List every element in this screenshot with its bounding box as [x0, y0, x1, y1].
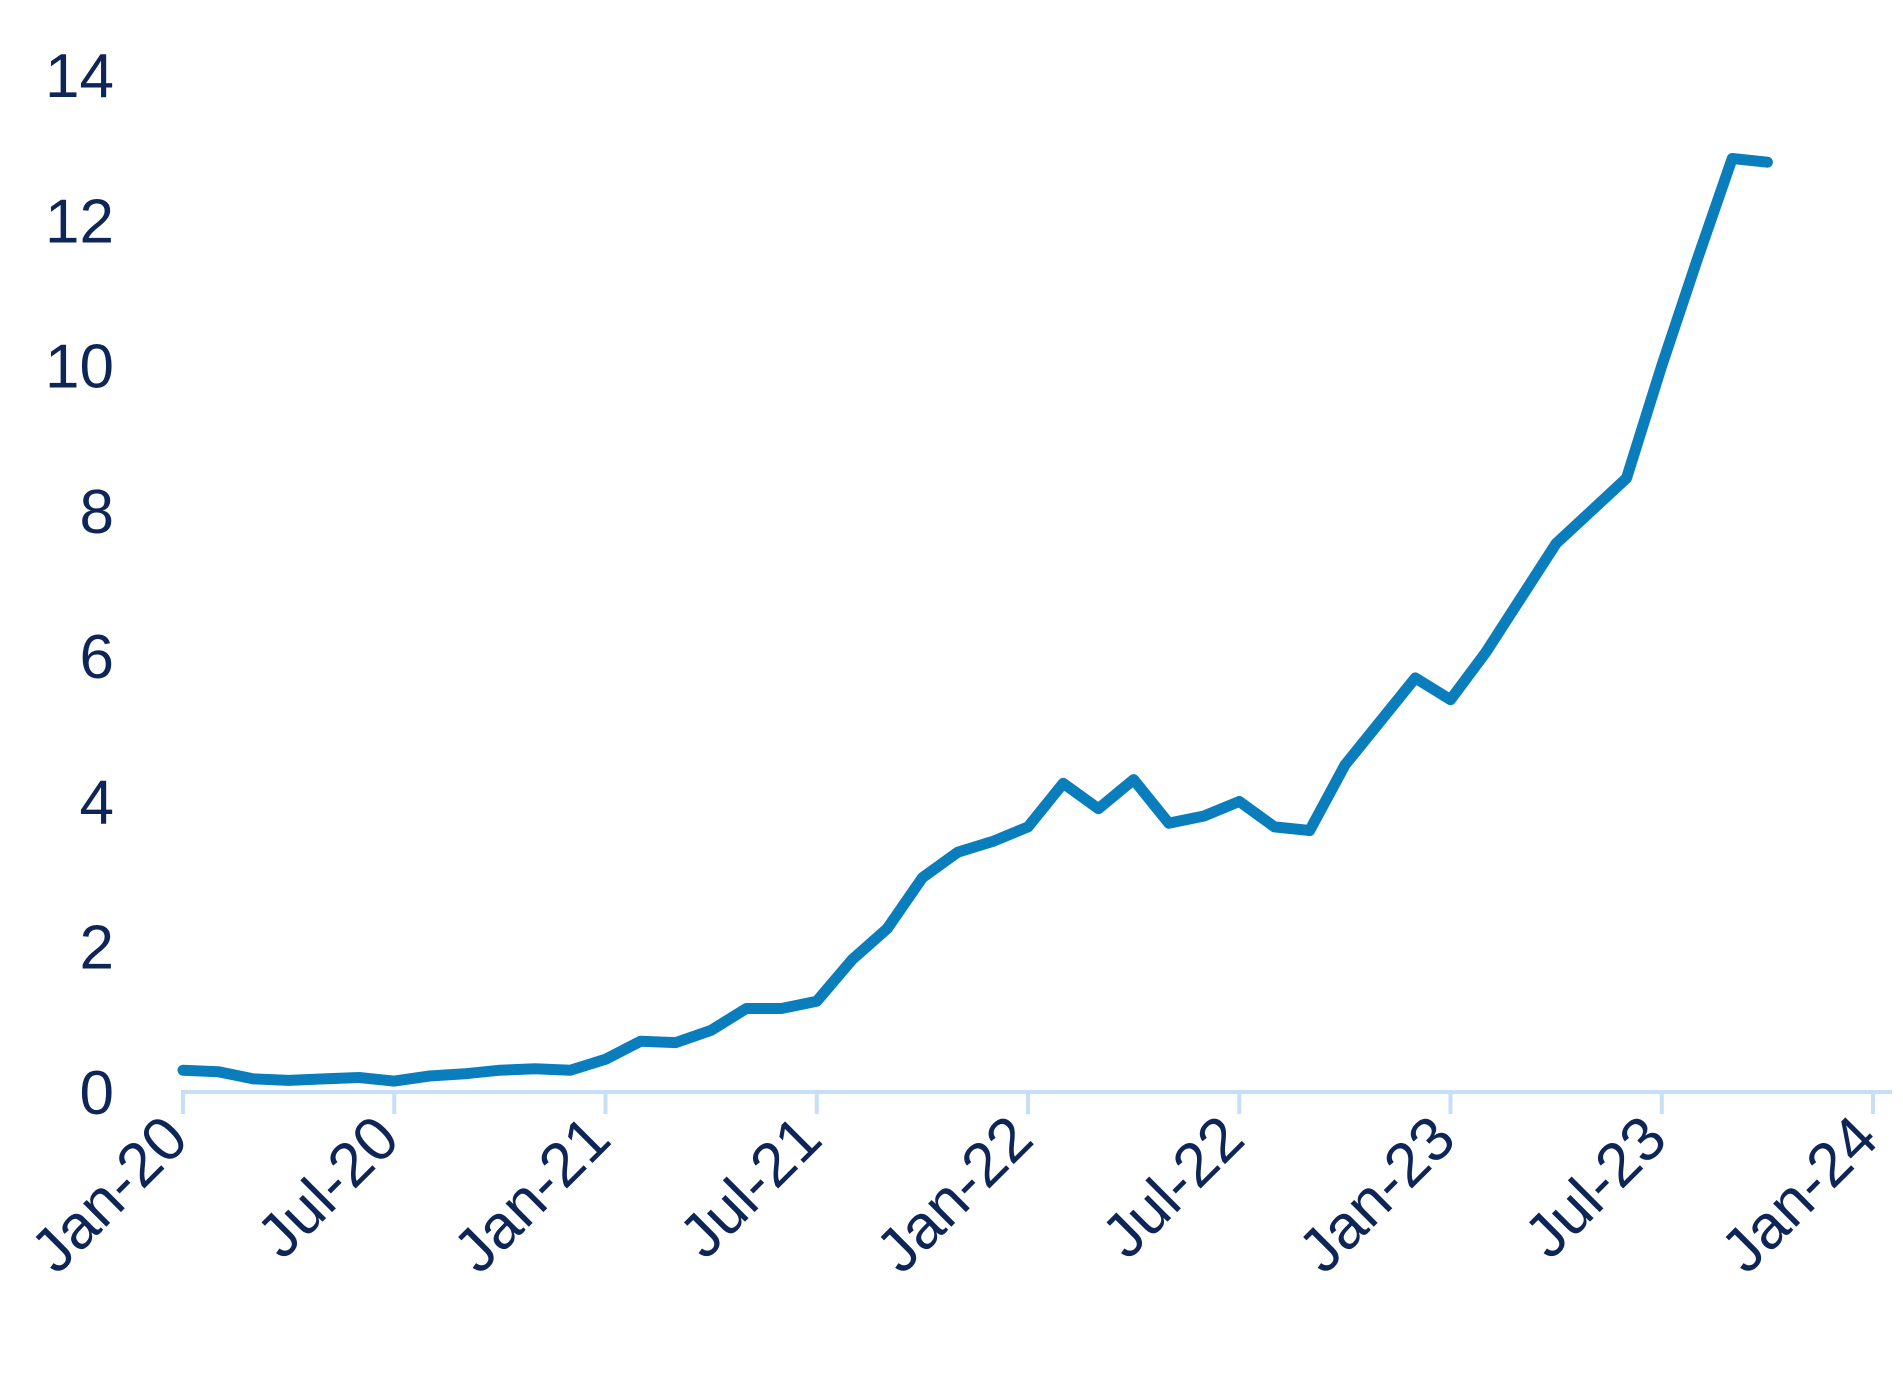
y-tick-label: 4: [80, 768, 114, 837]
data-point: [1235, 797, 1243, 805]
data-point: [1165, 819, 1173, 827]
x-tick-label: Jul-23: [1511, 1103, 1679, 1271]
data-point: [531, 1065, 539, 1073]
data-point: [954, 848, 962, 856]
data-point: [813, 997, 821, 1005]
data-point: [496, 1066, 504, 1074]
data-point: [1447, 696, 1455, 704]
data-point: [214, 1068, 222, 1076]
x-tick-label: Jan-24: [1708, 1103, 1891, 1286]
x-axis: [181, 1090, 1892, 1114]
x-tick-label: Jul-20: [244, 1103, 412, 1271]
data-point: [848, 956, 856, 964]
data-point: [778, 1005, 786, 1013]
data-point: [989, 837, 997, 845]
data-point: [1306, 827, 1314, 835]
data-point: [1341, 761, 1349, 769]
data-point: [918, 874, 926, 882]
data-point: [637, 1037, 645, 1045]
data-point: [249, 1075, 257, 1083]
y-tick-label: 12: [45, 187, 114, 256]
x-tick-label: Jul-22: [1089, 1103, 1257, 1271]
x-tick-label: Jan-23: [1286, 1103, 1469, 1286]
data-point: [1517, 594, 1525, 602]
data-point: [1693, 256, 1701, 264]
data-point: [461, 1070, 469, 1078]
y-tick-label: 0: [80, 1059, 114, 1128]
data-point: [1763, 158, 1771, 166]
data-point: [602, 1055, 610, 1063]
data-point: [1587, 507, 1595, 515]
series-line: [177, 153, 1773, 1087]
x-tick-label: Jul-21: [666, 1103, 834, 1271]
x-axis-tick-labels: Jan-20 Jul-20 Jan-21 Jul-21 Jan-22 Jul-22 Jan-…: [18, 1103, 1891, 1286]
y-tick-label: 6: [80, 623, 114, 692]
data-point: [1552, 540, 1560, 548]
y-tick-label: 14: [45, 42, 114, 111]
data-point: [1271, 823, 1279, 831]
data-point: [1411, 674, 1419, 682]
y-tick-label: 8: [80, 478, 114, 547]
data-point: [1130, 776, 1138, 784]
data-point: [1623, 474, 1631, 482]
data-point: [1482, 649, 1490, 657]
y-tick-label: 2: [80, 914, 114, 983]
x-tick-label: Jan-21: [441, 1103, 624, 1286]
y-tick-label: 10: [45, 333, 114, 402]
data-point: [566, 1066, 574, 1074]
data-point: [1658, 362, 1666, 370]
data-point: [1200, 812, 1208, 820]
x-tick-label: Jan-22: [863, 1103, 1046, 1286]
data-point: [426, 1072, 434, 1080]
data-point: [285, 1076, 293, 1084]
data-point: [320, 1075, 328, 1083]
data-point: [1728, 155, 1736, 163]
data-point: [1059, 779, 1067, 787]
data-point: [179, 1066, 187, 1074]
series-layer: [177, 153, 1773, 1087]
y-axis-tick-labels: 0 2 4 6 8 10 12 14: [45, 42, 114, 1128]
data-point: [672, 1039, 680, 1047]
data-point: [742, 1005, 750, 1013]
data-point: [1024, 823, 1032, 831]
data-point: [1094, 805, 1102, 813]
data-point: [707, 1026, 715, 1034]
data-point: [355, 1074, 363, 1082]
data-point: [390, 1077, 398, 1085]
data-point: [883, 925, 891, 933]
x-tick-label: Jan-20: [18, 1103, 201, 1286]
data-point: [1376, 718, 1384, 726]
